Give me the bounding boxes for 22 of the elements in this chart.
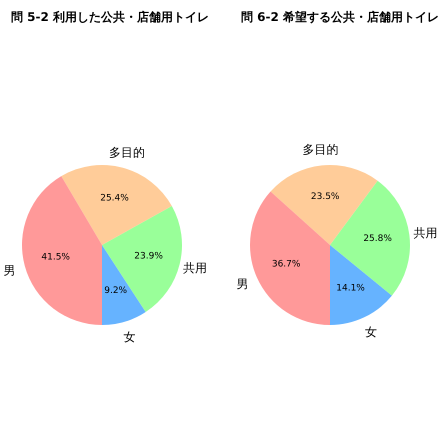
slice-label: 多目的 [109, 145, 146, 160]
pie-slice [22, 176, 102, 325]
slice-label: 多目的 [302, 142, 338, 156]
data-label: 36.7% [272, 260, 301, 270]
slice-label: 女 [123, 330, 136, 344]
slice-label: 女 [365, 324, 378, 339]
data-label: 23.5% [310, 192, 340, 202]
data-label: 9.2% [104, 286, 128, 296]
data-label: 41.5% [41, 252, 70, 263]
data-label: 23.9% [134, 252, 164, 262]
pie-slice [61, 165, 172, 245]
pie-slice [102, 206, 182, 312]
slice-label: 共用 [413, 226, 438, 240]
slice-label: 共用 [183, 260, 208, 275]
slice-label: 男 [236, 277, 248, 292]
pie-slice [330, 245, 392, 325]
chart-title: 問 6-2 希望する公共・店舗用トイレ [240, 10, 440, 24]
data-label: 14.1% [336, 283, 366, 294]
data-label: 25.8% [363, 234, 392, 244]
chart-title: 問 5-2 利用した公共・店舗用トイレ [10, 10, 210, 24]
data-label: 25.4% [100, 194, 130, 204]
slice-label: 男 [3, 263, 16, 278]
